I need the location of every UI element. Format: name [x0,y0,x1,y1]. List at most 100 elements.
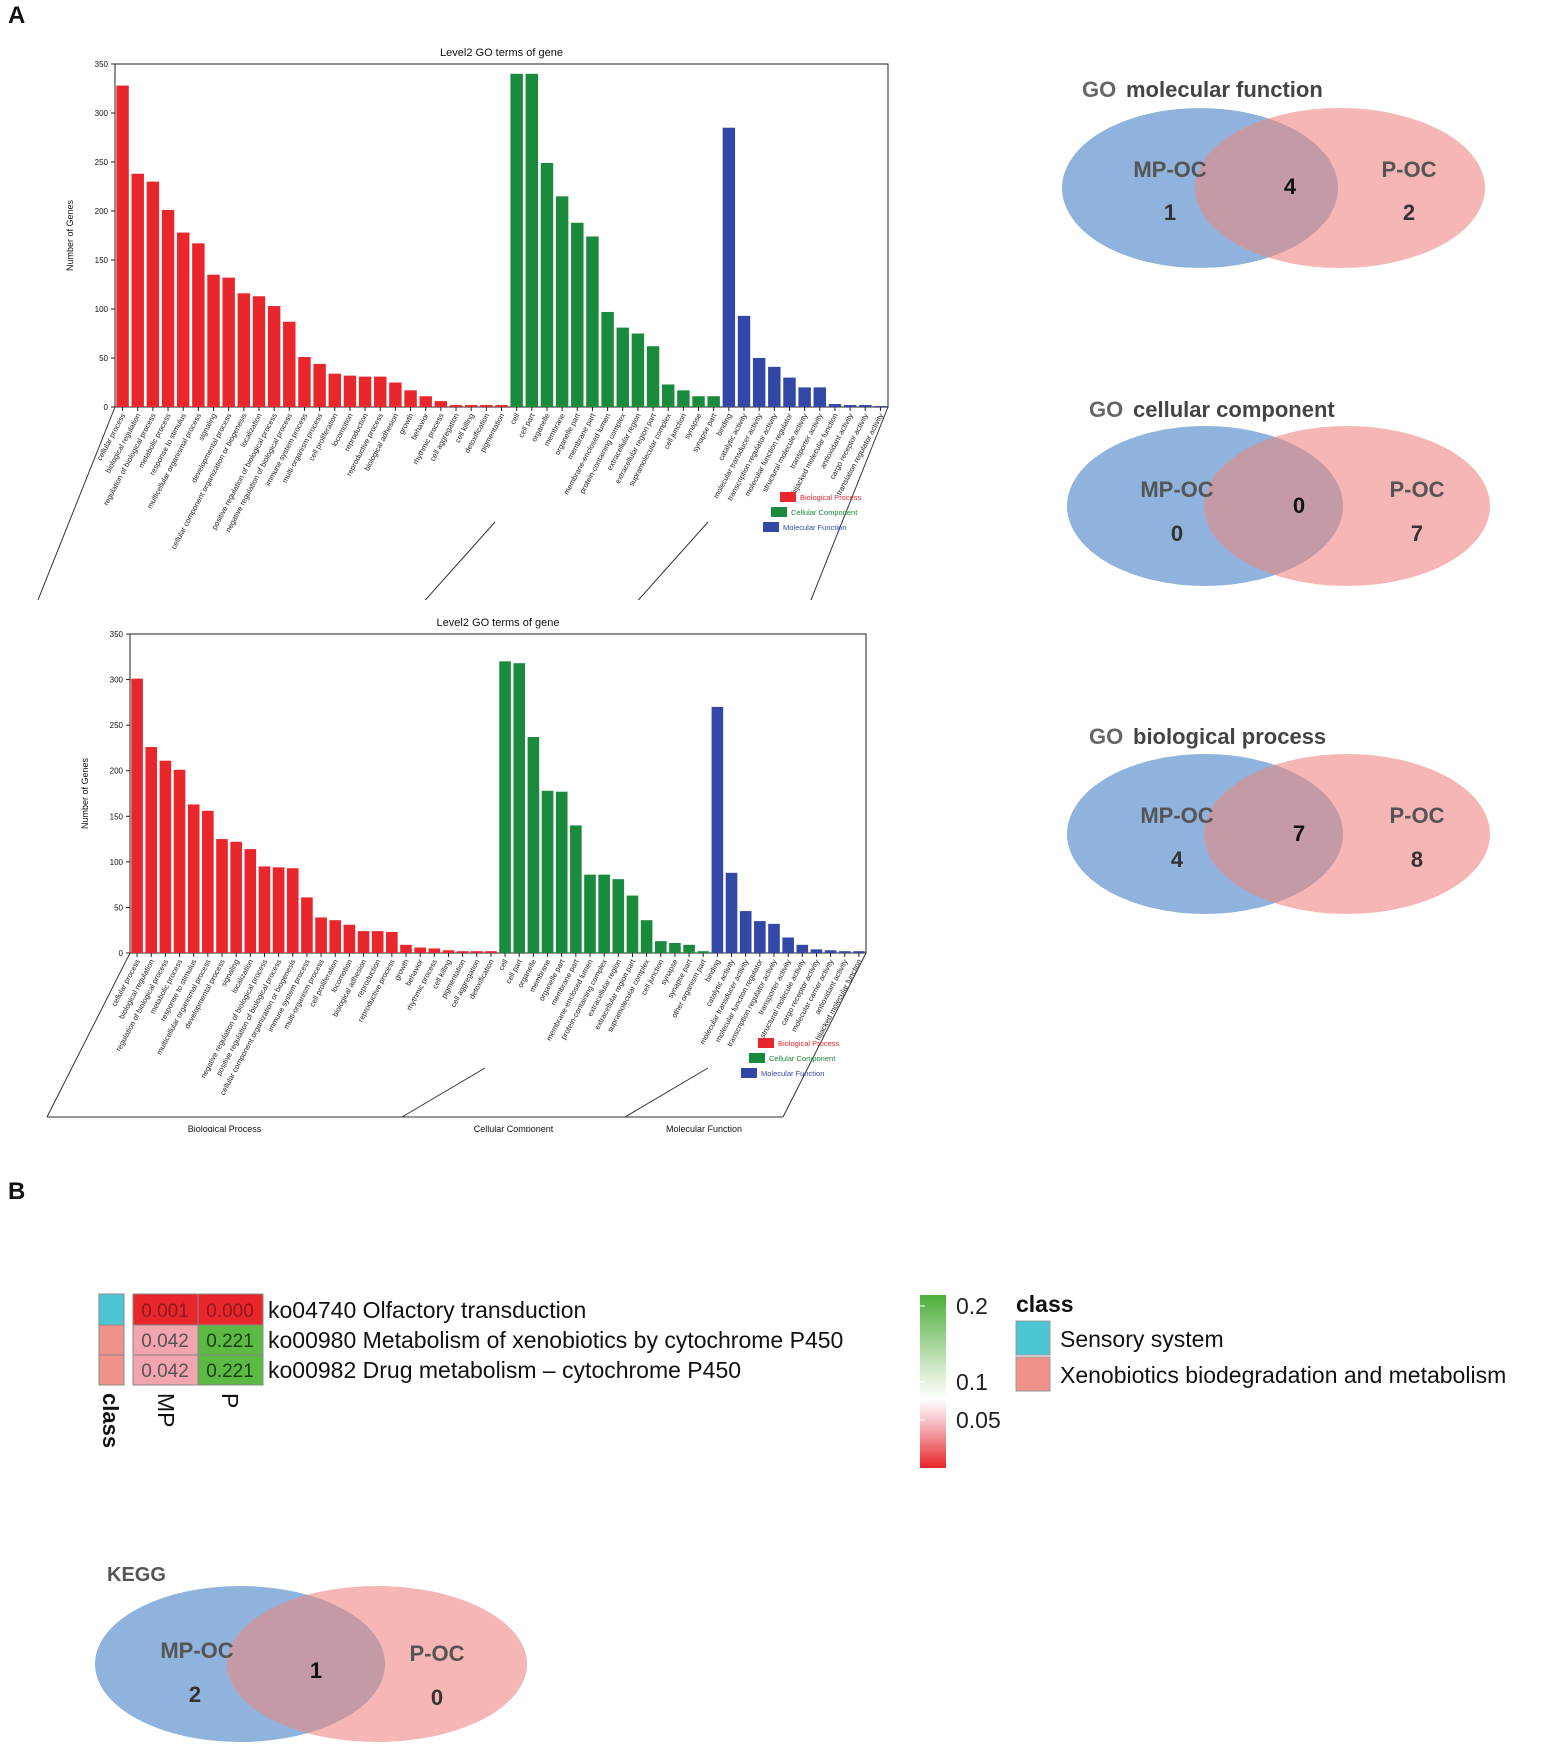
legend-label: Sensory system [1060,1326,1224,1352]
bar [677,390,690,407]
bar [768,923,780,953]
bar [328,373,341,407]
heat-value: 0.042 [141,1331,189,1352]
y-tick-label: 250 [110,721,124,730]
bar [414,947,426,953]
band-right-edge [810,406,889,600]
venn-overlap-count: 4 [1284,174,1297,199]
bar [601,311,614,407]
panel-label-a: A [8,2,26,29]
band-group-divider [624,1067,709,1118]
bar [456,951,469,953]
legend-swatch [771,507,787,517]
venn-right-count: 7 [1411,521,1423,546]
y-tick-label: 0 [119,949,124,958]
venn-right-label: P-OC [1382,157,1437,182]
venn-overlap-count: 1 [310,1658,322,1683]
chart-title: Level2 GO terms of gene [437,617,560,629]
bar [434,401,448,407]
y-tick-label: 50 [114,903,123,912]
venn-overlap [1195,108,1338,268]
y-tick-label: 50 [99,354,108,363]
y-tick-label: 150 [95,256,109,265]
bar [374,376,387,407]
bar [159,760,172,953]
heat-row-label: ko00982 Drug metabolism – cytochrome P45… [268,1357,741,1383]
bar [598,874,610,953]
bar [400,944,412,953]
band-left-edge [46,952,131,1118]
bar [612,879,625,953]
heat-value: 0.000 [206,1301,254,1322]
heat-class-label: class [98,1393,123,1448]
bar [343,924,356,953]
bar [222,277,235,407]
panel-label-b: B [8,1178,26,1205]
venn-overlap [1204,754,1343,914]
plot-frame [129,633,867,954]
x-tick-label: cell [497,957,510,971]
venn-left-count: 0 [1171,521,1183,546]
bar [540,162,554,407]
bar [449,405,463,407]
go-level2-bar-chart-1: Level2 GO terms of gene Number of Genes 0 5… [37,47,889,600]
legend-swatch [749,1053,765,1063]
heat-value: 0.001 [141,1301,189,1322]
bar [244,849,257,953]
bar [230,841,242,953]
y-tick-label: 300 [110,676,124,685]
venn-title: cellular component [1133,397,1335,422]
chart-title: Level2 GO terms of gene [440,47,563,59]
bar [176,232,190,407]
bar [843,405,857,407]
bar [358,376,372,407]
bar [798,387,811,407]
bar [237,293,251,407]
group-label: Cellular Component [474,1124,554,1132]
bar [419,396,432,407]
venn-title: molecular function [1126,77,1323,102]
legend-swatch [758,1038,774,1048]
band-group-divider [637,521,709,600]
venn-right-label: P-OC [410,1641,465,1666]
heat-value: 0.221 [206,1361,254,1382]
heat-cell-r2-p [197,1324,264,1356]
bar [207,274,220,407]
class-cell-row1 [98,1293,125,1326]
venn-left-label: MP-OC [1133,157,1206,182]
venn-go-molecular-function: GO molecular function MP-OC 1 4 P-OC 2 [1062,77,1485,268]
x-tick-label: cell [508,411,521,425]
heat-col-label: MP [153,1393,179,1428]
venn-title-prefix: GO [1089,724,1123,749]
y-axis-label: Number of Genes [65,199,75,271]
bar [768,366,781,407]
bar [570,825,582,953]
legend-label: Molecular Function [783,523,846,532]
bar [371,931,384,953]
bar [541,790,554,953]
y-axis-label: Number of Genes [80,757,90,829]
y-tick-label: 200 [110,767,124,776]
bar [485,951,497,953]
bar [810,949,823,953]
venn-right-label: P-OC [1390,477,1445,502]
bar [283,321,296,407]
venn-left-label: MP-OC [1140,477,1213,502]
bar [495,405,508,407]
bar [527,736,540,953]
bar [301,897,313,953]
y-tick-label: 350 [95,60,109,69]
y-tick-label: 0 [104,403,109,412]
bar [813,387,827,407]
bar [654,941,667,953]
heat-value: 0.221 [206,1331,254,1352]
venn-right-count: 8 [1411,847,1423,872]
bar [626,895,639,953]
bar [404,390,417,407]
bar [442,950,455,953]
venn-title: KEGG [107,1564,166,1586]
legend-label: Molecular Function [761,1069,824,1078]
bar [161,210,175,407]
bar [555,791,568,953]
bar [586,236,599,407]
